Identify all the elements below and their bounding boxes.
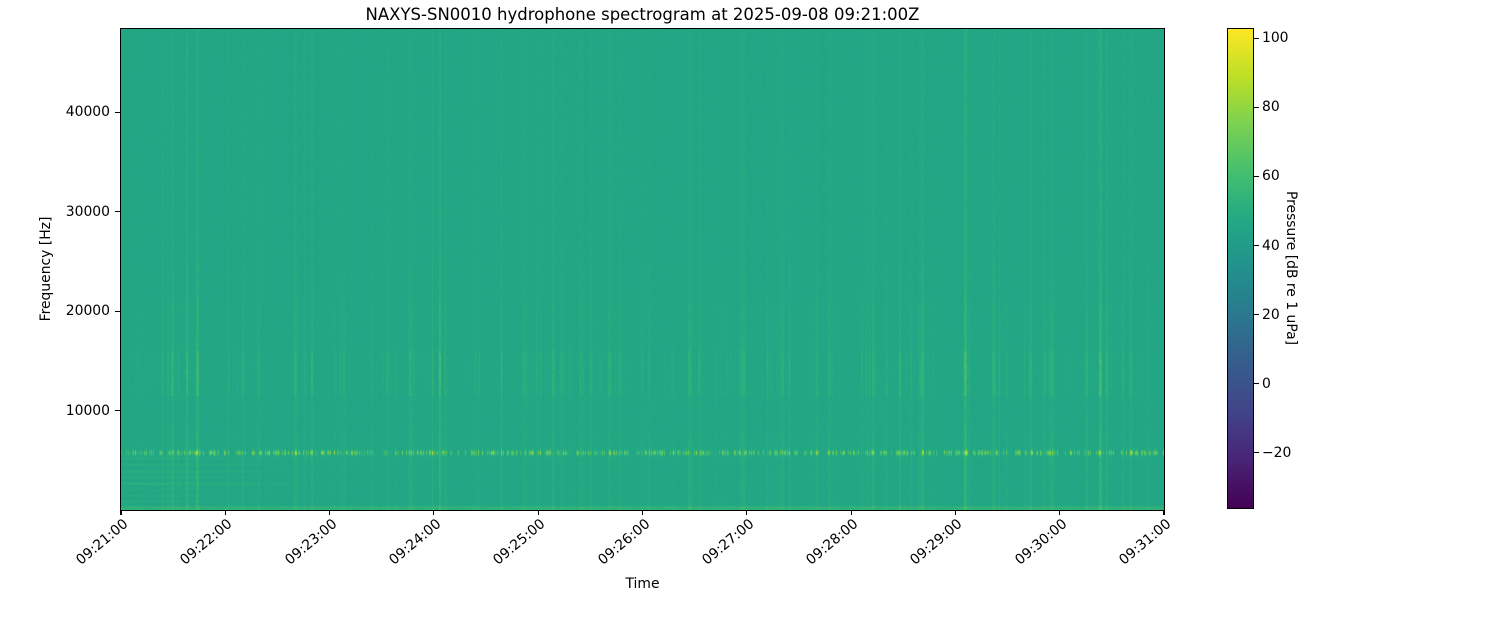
y-tick-label: 10000 [65, 402, 110, 419]
x-tick-label: 09:24:00 [386, 516, 445, 569]
spectrogram-heatmap [121, 29, 1164, 510]
x-axis-label: Time [625, 576, 660, 592]
plot-title: NAXYS-SN0010 hydrophone spectrogram at 2… [365, 5, 920, 24]
colorbar-tick-mark [1254, 175, 1259, 178]
colorbar-tick-mark [1254, 383, 1259, 385]
y-tick-label: 20000 [65, 303, 110, 320]
x-tick-label: 09:29:00 [907, 516, 966, 569]
colorbar-tick-mark [1254, 37, 1259, 39]
y-tick-mark [115, 410, 120, 412]
colorbar-tick-label: 80 [1262, 99, 1280, 116]
x-tick-label: 09:22:00 [177, 516, 236, 569]
colorbar-tick-label: 0 [1262, 375, 1271, 392]
x-tick-mark [329, 510, 331, 515]
y-tick-mark [115, 111, 120, 114]
x-tick-mark [850, 510, 852, 515]
x-tick-label: 09:28:00 [803, 516, 862, 569]
x-tick-label: 09:27:00 [699, 516, 758, 569]
colorbar-label: Pressure [dB re 1 uPa] [1283, 190, 1299, 346]
x-tick-label: 09:21:00 [73, 516, 132, 569]
x-tick-mark [224, 510, 226, 515]
x-tick-mark [954, 510, 956, 515]
colorbar-tick-label: 40 [1262, 237, 1280, 254]
colorbar-tick-mark [1254, 452, 1259, 454]
y-tick-label: 30000 [65, 203, 110, 220]
y-tick-label: 40000 [65, 104, 110, 121]
spectrogram-figure: NAXYS-SN0010 hydrophone spectrogram at 2… [38, 5, 1299, 592]
x-tick-label: 09:31:00 [1116, 516, 1175, 569]
x-tick-mark [641, 510, 644, 515]
x-tick-label: 09:26:00 [594, 516, 653, 569]
y-tick-mark [115, 211, 120, 213]
x-tick-mark [1163, 510, 1165, 515]
colorbar-tick-mark [1254, 244, 1259, 247]
x-tick-label: 09:30:00 [1011, 516, 1070, 569]
colorbar [1227, 28, 1254, 509]
colorbar-tick-label: 60 [1262, 168, 1280, 185]
x-tick-label: 09:23:00 [281, 516, 340, 569]
x-tick-mark [433, 510, 435, 515]
colorbar-tick-label: 20 [1262, 306, 1280, 323]
colorbar-tick-label: −20 [1262, 444, 1292, 461]
x-tick-label: 09:25:00 [490, 516, 549, 569]
plot-area [120, 28, 1165, 511]
colorbar-tick-mark [1254, 314, 1259, 316]
x-tick-mark [746, 510, 748, 515]
x-tick-mark [537, 510, 539, 515]
colorbar-tick-label: 100 [1262, 30, 1289, 47]
colorbar-tick-mark [1254, 106, 1259, 108]
x-tick-mark [1059, 510, 1061, 515]
y-tick-mark [115, 310, 120, 312]
x-tick-mark [120, 510, 122, 515]
